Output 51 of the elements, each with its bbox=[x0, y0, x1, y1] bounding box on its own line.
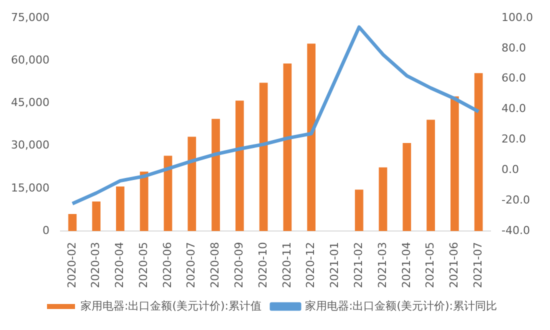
x-tick-label: 2021-07 bbox=[471, 242, 484, 288]
bar bbox=[68, 214, 77, 232]
bar bbox=[188, 136, 196, 232]
bar bbox=[116, 186, 124, 232]
bar bbox=[426, 120, 435, 232]
x-tick-label: 2020-12 bbox=[304, 242, 318, 288]
x-tick-label: 2020-11 bbox=[280, 242, 294, 288]
x-tick-label: 2021-01 bbox=[328, 242, 342, 288]
bar bbox=[402, 142, 412, 232]
x-tick-label: 2020-05 bbox=[136, 242, 150, 288]
y2-tick-label: 80.0 bbox=[502, 41, 526, 54]
bar bbox=[212, 118, 220, 232]
bar bbox=[164, 156, 172, 232]
bar bbox=[259, 82, 268, 232]
y2-tick-label: 40.0 bbox=[502, 102, 526, 116]
y-tick-label: 60,000 bbox=[10, 53, 50, 66]
bar bbox=[283, 63, 292, 232]
x-tick-label: 2020-03 bbox=[89, 242, 102, 288]
x-tick-label: 2020-04 bbox=[113, 242, 126, 288]
legend-label: 家用电器:出口金额(美元计价):累计值 bbox=[80, 299, 262, 312]
x-tick-label: 2020-08 bbox=[208, 242, 222, 288]
y2-tick-label: 100.0 bbox=[502, 10, 534, 24]
x-tick-label: 2021-05 bbox=[424, 242, 437, 288]
y-tick-label: 0 bbox=[42, 224, 50, 237]
y2-tick-label: -20.0 bbox=[502, 193, 530, 206]
y-tick-label: 75,000 bbox=[10, 10, 50, 24]
y-tick-label: 45,000 bbox=[10, 96, 50, 110]
bar bbox=[378, 167, 388, 232]
y-tick-label: 15,000 bbox=[10, 181, 50, 194]
x-tick-label: 2021-04 bbox=[400, 242, 413, 288]
bar bbox=[450, 96, 459, 232]
bar bbox=[354, 190, 364, 232]
bar bbox=[474, 73, 483, 232]
bar bbox=[140, 172, 148, 232]
legend-label: 家用电器:出口金额(美元计价):累计同比 bbox=[305, 299, 497, 312]
x-tick-label: 2020-06 bbox=[160, 242, 174, 288]
y2-tick-label: 0.0 bbox=[502, 163, 520, 176]
x-tick-label: 2021-03 bbox=[376, 242, 389, 288]
y-tick-label: 30,000 bbox=[10, 138, 50, 152]
x-tick-label: 2020-07 bbox=[184, 242, 198, 288]
x-tick-label: 2020-09 bbox=[232, 242, 246, 288]
x-tick-label: 2020-02 bbox=[65, 242, 78, 288]
x-tick-label: 2021-06 bbox=[448, 242, 461, 288]
y2-tick-label: -40.0 bbox=[502, 224, 530, 237]
y2-tick-label: 60.0 bbox=[502, 72, 526, 85]
x-tick-label: 2020-10 bbox=[256, 242, 270, 288]
bar bbox=[235, 100, 244, 232]
bar bbox=[92, 202, 101, 232]
bar bbox=[307, 44, 316, 232]
x-tick-label: 2021-02 bbox=[352, 242, 365, 288]
y2-tick-label: 20.0 bbox=[502, 132, 526, 146]
